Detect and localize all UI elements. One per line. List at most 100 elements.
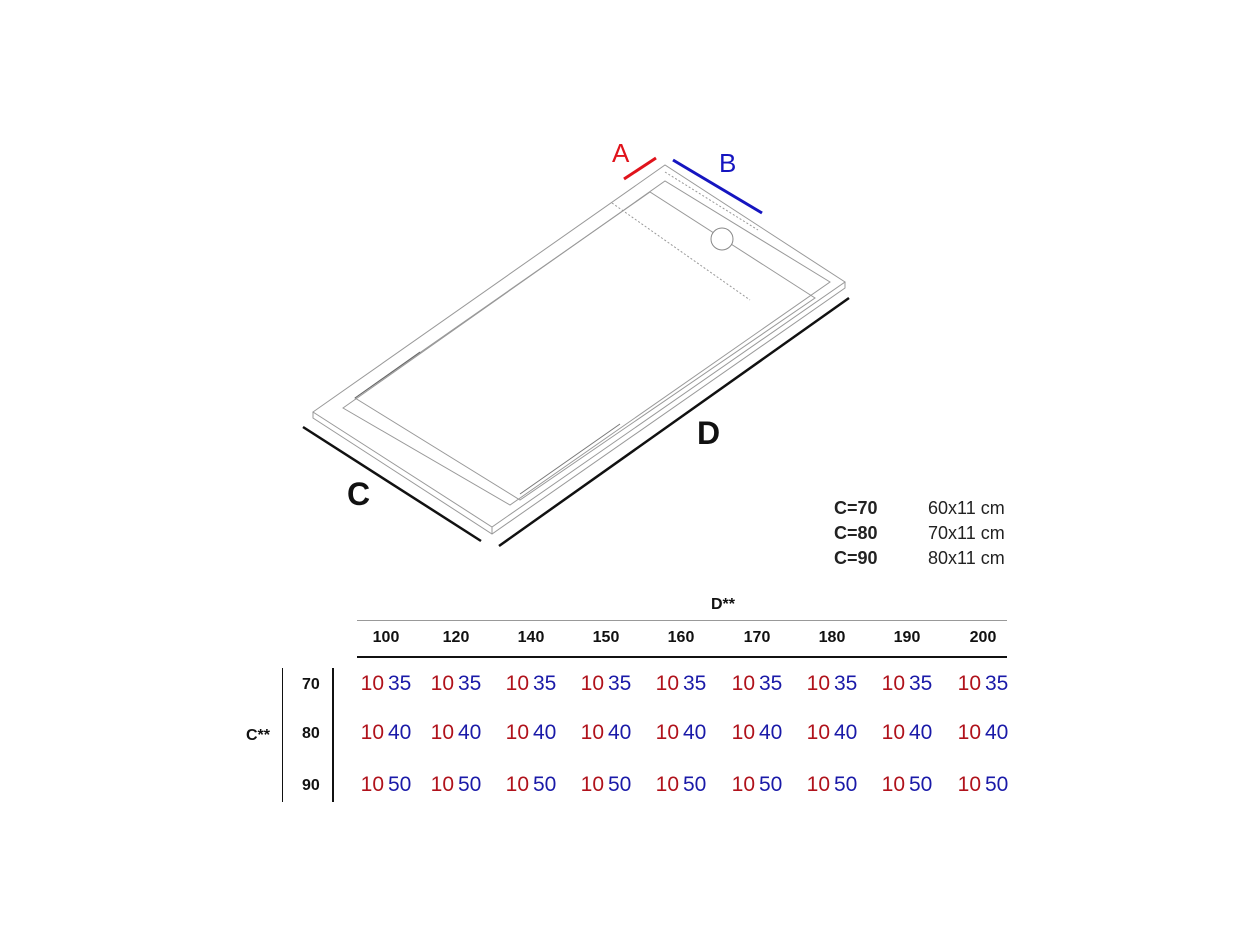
table-cell: 10 35 [882,672,933,696]
dimension-b-line [672,158,763,215]
table-cell: 10 40 [882,721,933,745]
table-cell: 10 35 [361,672,412,696]
table-cell: 10 35 [656,672,707,696]
table-cell: 10 50 [958,773,1009,797]
value-b: 50 [533,773,557,796]
legend-row: C=70 60x11 cm [834,498,1005,519]
value-a: 10 [360,721,384,744]
dimension-a-line [623,156,657,181]
value-b: 50 [388,773,412,796]
legend-value: 80x11 cm [928,548,1005,568]
value-a: 10 [655,672,679,695]
tray-edge [312,282,846,535]
column-group-label: D** [711,596,736,613]
value-a: 10 [881,721,905,744]
value-a: 10 [430,721,454,744]
column-header: 150 [592,629,620,646]
value-a: 10 [881,773,905,796]
table-cell: 10 40 [807,721,858,745]
table-cell: 10 40 [506,721,557,745]
value-b: 35 [834,672,858,695]
column-header: 170 [743,629,771,646]
value-b: 40 [533,721,557,744]
row-header: 70 [302,676,320,693]
column-header: 200 [969,629,997,646]
table-cell: 10 40 [958,721,1009,745]
table-cell: 10 35 [431,672,482,696]
table-cell: 10 50 [431,773,482,797]
value-b: 50 [683,773,707,796]
value-b: 50 [608,773,632,796]
row-label-rule [332,668,334,802]
legend-key: C=70 [834,498,878,518]
value-a: 10 [430,773,454,796]
table-cell: 10 50 [581,773,632,797]
column-header: 160 [667,629,695,646]
table-cell: 10 35 [958,672,1009,696]
value-a: 10 [806,721,830,744]
table-cell: 10 40 [656,721,707,745]
row-header: 90 [302,777,320,794]
header-bottom-rule [357,656,1007,658]
table-cell: 10 40 [732,721,783,745]
table-cell: 10 35 [807,672,858,696]
value-a: 10 [360,773,384,796]
value-b: 35 [458,672,482,695]
value-b: 35 [683,672,707,695]
column-header: 180 [818,629,846,646]
value-b: 40 [388,721,412,744]
value-b: 50 [985,773,1009,796]
value-b: 35 [909,672,933,695]
row-group-rule [282,668,283,802]
table-cell: 10 50 [656,773,707,797]
table-cell: 10 35 [506,672,557,696]
row-group-label: C** [246,727,271,744]
legend-value: 70x11 cm [928,523,1005,543]
value-a: 10 [655,773,679,796]
value-a: 10 [731,672,755,695]
table-cell: 10 35 [732,672,783,696]
table-cell: 10 50 [506,773,557,797]
header-top-rule [357,620,1007,621]
label-a: A [612,138,630,168]
table-cell: 10 40 [581,721,632,745]
value-a: 10 [806,672,830,695]
value-b: 35 [985,672,1009,695]
table-cell: 10 40 [361,721,412,745]
row-header: 80 [302,725,320,742]
tray-outer-top [312,164,846,528]
value-b: 50 [909,773,933,796]
value-a: 10 [505,773,529,796]
value-a: 10 [731,773,755,796]
table-cell: 10 50 [882,773,933,797]
table-cell: 10 35 [581,672,632,696]
label-c: C [347,476,371,512]
value-b: 40 [759,721,783,744]
value-a: 10 [505,672,529,695]
column-header: 120 [442,629,470,646]
table-cell: 10 40 [431,721,482,745]
value-b: 40 [834,721,858,744]
value-b: 35 [608,672,632,695]
legend-key: C=80 [834,523,878,543]
value-b: 50 [834,773,858,796]
legend-key: C=90 [834,548,878,568]
table-cell: 10 50 [807,773,858,797]
value-a: 10 [580,672,604,695]
table-cell: 10 50 [361,773,412,797]
value-b: 40 [985,721,1009,744]
tray-inner-basin [354,191,816,501]
label-d: D [697,415,721,451]
legend-value: 60x11 cm [928,498,1005,518]
value-b: 40 [458,721,482,744]
value-b: 35 [388,672,412,695]
value-a: 10 [957,773,981,796]
value-b: 50 [458,773,482,796]
dimension-d-line [498,296,850,548]
value-a: 10 [505,721,529,744]
value-a: 10 [580,773,604,796]
column-header: 190 [893,629,921,646]
value-a: 10 [806,773,830,796]
value-b: 35 [759,672,783,695]
